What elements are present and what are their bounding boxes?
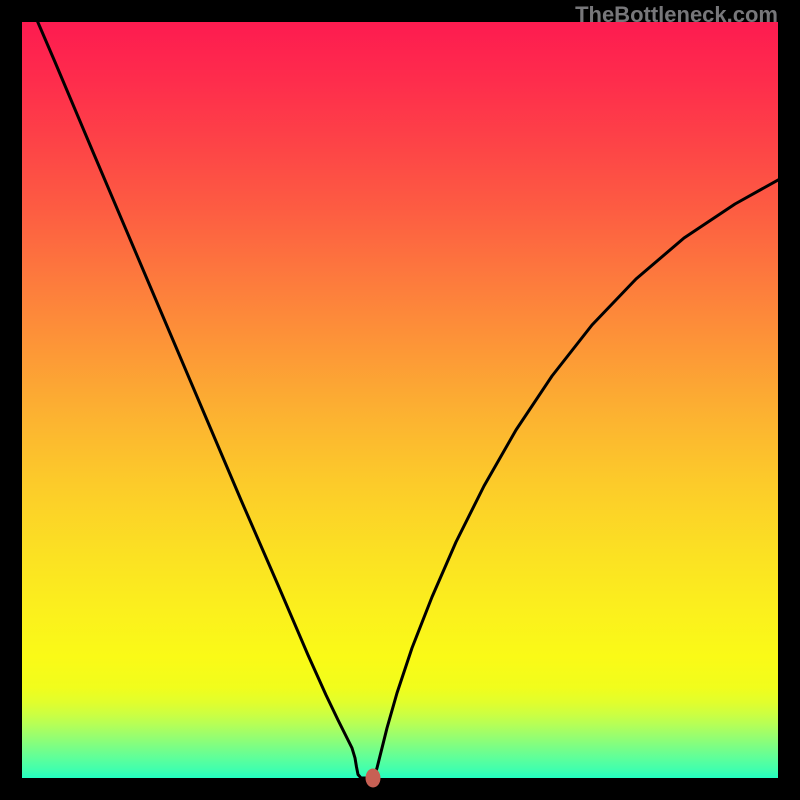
minimum-marker xyxy=(366,769,381,788)
curve-svg xyxy=(0,0,800,800)
plot-area xyxy=(22,22,778,778)
bottleneck-curve xyxy=(24,0,778,778)
